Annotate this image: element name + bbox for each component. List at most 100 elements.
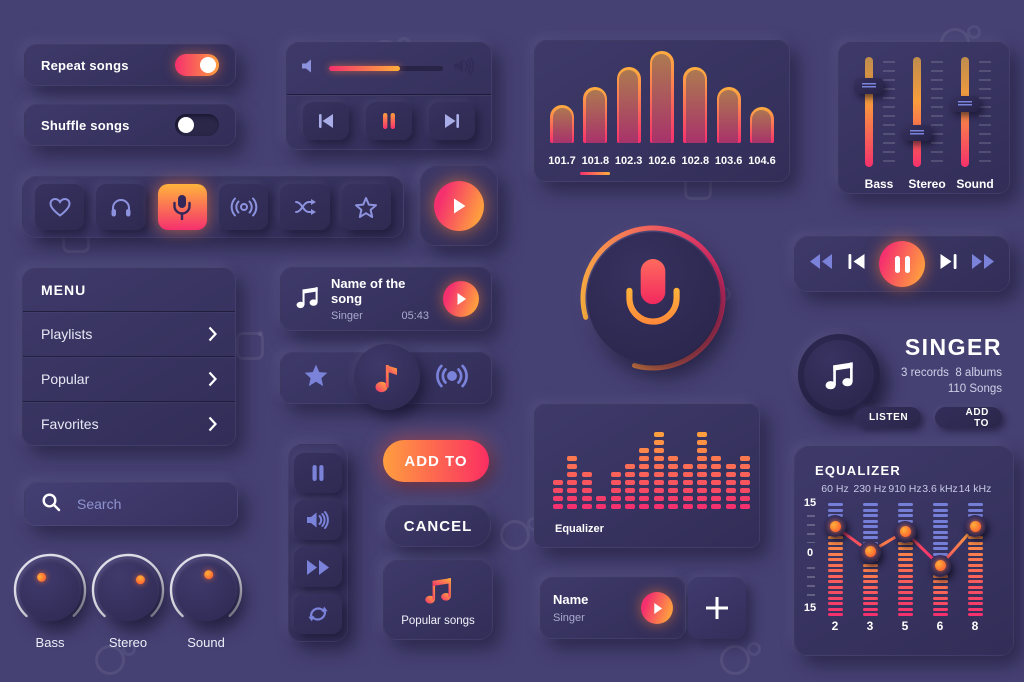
eq-band-segment	[897, 580, 913, 583]
radio-station-bar[interactable]	[749, 107, 774, 143]
add-to-button-primary[interactable]: ADD TO	[383, 440, 489, 482]
menu-item-favorites[interactable]: Favorites	[23, 401, 235, 445]
radio-station-label: 102.3	[614, 155, 643, 167]
stereo-knob[interactable]	[97, 559, 159, 621]
chevron-right-icon	[208, 371, 217, 387]
music-note-button[interactable]	[354, 344, 420, 410]
eq-band-segment	[967, 574, 983, 578]
radio-station-bar[interactable]	[649, 51, 674, 143]
stereo-knob-label: Stereo	[108, 635, 148, 650]
next-track-icon[interactable]	[939, 253, 958, 275]
sound-knob[interactable]	[175, 559, 237, 621]
radio-station-bar[interactable]	[616, 67, 641, 143]
chevron-right-icon	[208, 326, 217, 342]
eq-band-knob[interactable]	[894, 520, 916, 543]
eq-band-segment	[827, 541, 843, 545]
radio-station-bar[interactable]	[683, 67, 708, 143]
eq-band-knob[interactable]	[929, 554, 951, 577]
bass-slider-handle[interactable]	[854, 77, 884, 94]
volume-icon-button[interactable]	[294, 500, 342, 540]
watermark	[95, 642, 136, 675]
fast-forward-icon-button[interactable]	[294, 547, 342, 587]
previous-track-icon[interactable]	[847, 253, 866, 275]
menu-item-playlists[interactable]: Playlists	[23, 311, 235, 356]
listen-button[interactable]: LISTEN	[856, 407, 922, 428]
pause-icon-button[interactable]	[294, 453, 342, 493]
bass-knob[interactable]	[19, 559, 81, 621]
radio-station-bar[interactable]	[716, 87, 741, 143]
eq-band-segment	[967, 569, 983, 572]
add-track-button[interactable]	[688, 577, 746, 639]
stereo-slider-handle[interactable]	[902, 124, 932, 141]
queue-item[interactable]: Name Singer	[540, 577, 686, 639]
eq-band-segment	[862, 580, 878, 583]
repeat-songs-toggle[interactable]	[175, 54, 219, 76]
music-note-icon	[825, 362, 853, 390]
eq-band-segment	[932, 607, 948, 611]
add-to-button[interactable]: ADD TO	[935, 407, 1002, 429]
voice-record-button[interactable]	[577, 222, 729, 374]
radio-station-bar[interactable]	[583, 87, 608, 143]
bass-slider-track[interactable]	[865, 57, 873, 167]
microphone-icon[interactable]	[157, 184, 207, 230]
star-icon[interactable]	[341, 184, 391, 230]
eq-band-segment	[967, 602, 983, 605]
shuffle-songs-toggle[interactable]	[175, 114, 219, 136]
sound-slider-handle[interactable]	[950, 96, 980, 113]
star-filled-icon[interactable]	[303, 363, 329, 393]
eq-band-segment	[932, 591, 948, 594]
eq-band-segment	[967, 613, 983, 616]
broadcast-icon[interactable]	[218, 184, 269, 230]
volume-panel	[286, 42, 492, 150]
popular-songs-label: Popular songs	[401, 615, 475, 627]
album-note-button[interactable]	[798, 334, 880, 416]
pause-button[interactable]	[366, 102, 412, 140]
eq-band-segment	[862, 613, 878, 616]
search-input[interactable]	[75, 495, 209, 513]
shuffle-icon[interactable]	[280, 184, 330, 230]
watermark	[236, 331, 264, 360]
eq-band-knob[interactable]	[964, 515, 986, 538]
headphones-icon[interactable]	[96, 184, 146, 230]
cancel-button[interactable]: CANCEL	[385, 505, 491, 547]
eq-band-segment	[862, 563, 878, 567]
eq-band-segment	[897, 607, 913, 611]
rewind-icon[interactable]	[809, 253, 833, 275]
eq-band-knob[interactable]	[859, 540, 881, 563]
eq-band-segment	[932, 596, 948, 600]
eq-band-knob[interactable]	[824, 515, 846, 538]
volume-slider[interactable]	[329, 66, 443, 71]
eq-band-segment	[862, 514, 878, 517]
eq-band-number: 2	[831, 619, 839, 633]
eq-band-segment	[967, 541, 983, 545]
eq-band-segment	[967, 547, 983, 550]
popular-songs-card[interactable]: Popular songs	[383, 560, 493, 640]
eq-viz-column	[653, 429, 664, 509]
volume-high-icon[interactable]	[453, 57, 477, 80]
eq-band-segment	[967, 552, 983, 556]
volume-low-icon[interactable]	[301, 58, 319, 79]
search-box	[24, 482, 238, 526]
sound-knob-label: Sound	[187, 635, 225, 650]
song-play-button[interactable]	[443, 281, 479, 317]
pause-button[interactable]	[879, 241, 925, 287]
heart-icon[interactable]	[35, 184, 85, 230]
radio-station-bar[interactable]	[550, 105, 574, 143]
eq-band-segment	[827, 574, 843, 578]
now-playing-item[interactable]: Name of the song Singer 05:43	[280, 267, 492, 331]
menu-item-popular[interactable]: Popular	[23, 356, 235, 401]
fast-forward-icon[interactable]	[971, 253, 995, 275]
broadcast-filled-icon[interactable]	[435, 363, 469, 394]
repeat-icon-button[interactable]	[294, 594, 342, 634]
next-track-button[interactable]	[429, 102, 475, 140]
stereo-slider-track[interactable]	[913, 57, 921, 167]
eq-band-segment	[897, 508, 913, 512]
transport-bar	[794, 236, 1010, 292]
eq-band-segment	[967, 591, 983, 594]
play-button[interactable]	[420, 166, 498, 246]
radio-station-label: 102.8	[681, 155, 710, 167]
eq-band-segment	[862, 536, 878, 539]
previous-track-button[interactable]	[303, 102, 349, 140]
queue-play-button[interactable]	[641, 592, 673, 624]
eq-band-segment	[967, 508, 983, 512]
